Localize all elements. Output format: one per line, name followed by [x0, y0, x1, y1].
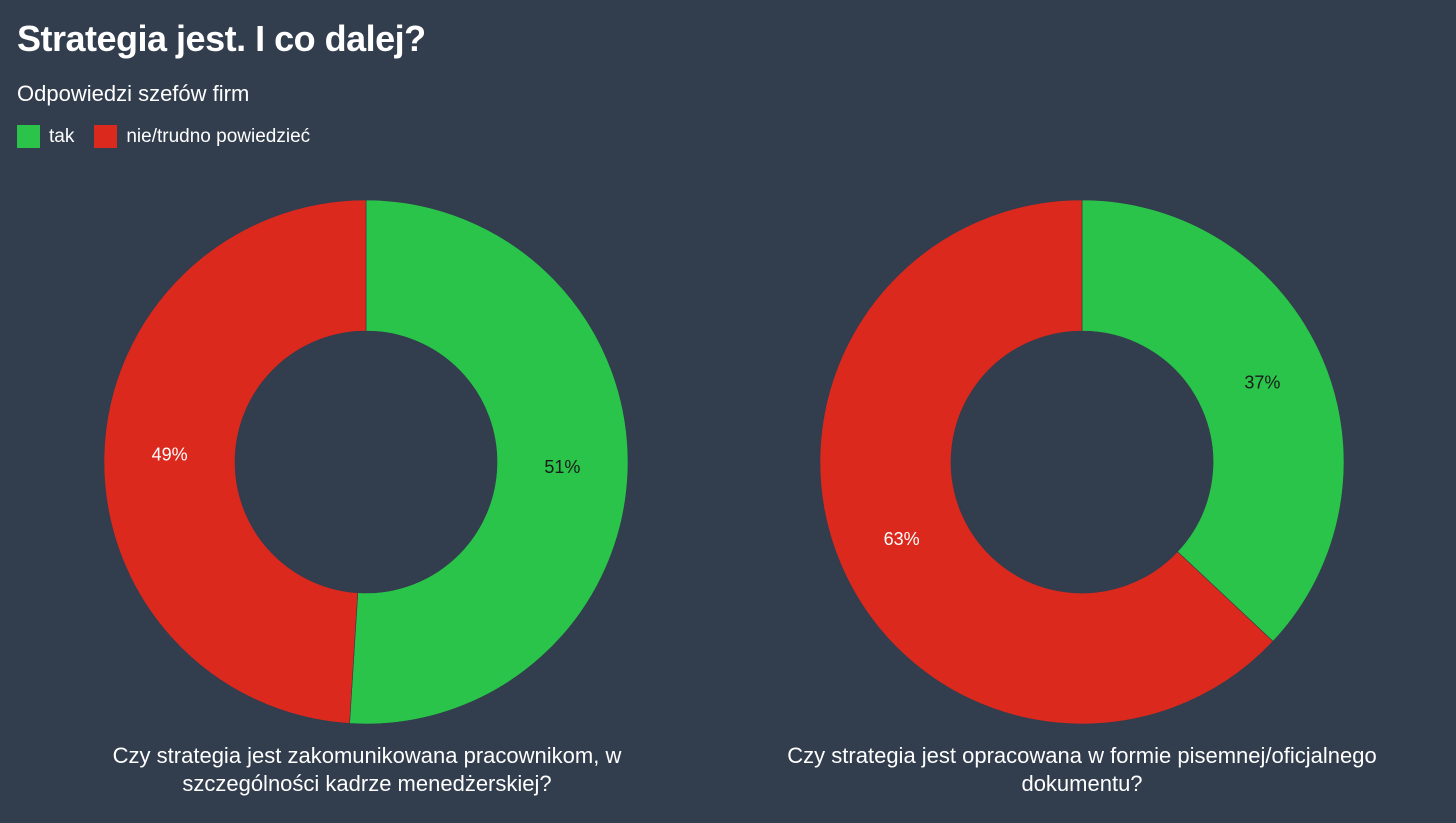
- caption-chart-1-line-1: Czy strategia jest zakomunikowana pracow…: [112, 743, 622, 768]
- legend-swatch-nie: [94, 125, 118, 148]
- caption-chart-2-line-2: dokumentu?: [1021, 771, 1143, 796]
- legend: tak nie/trudno powiedzieć: [17, 125, 330, 148]
- chart-1-label-nie: 49%: [152, 445, 188, 465]
- legend-item-tak[interactable]: tak: [17, 125, 74, 148]
- chart-subtitle: Odpowiedzi szefów firm: [17, 81, 250, 106]
- caption-chart-1-line-2: szczególności kadrze menedżerskiej?: [182, 771, 552, 796]
- chart-1-slice-nie[interactable]: [103, 199, 367, 724]
- chart-2-label-nie: 63%: [884, 529, 920, 549]
- chart-1-label-tak: 51%: [544, 457, 580, 477]
- chart-2-label-tak: 37%: [1244, 373, 1280, 393]
- caption-chart-2-line-1: Czy strategia jest opracowana w formie p…: [787, 743, 1377, 768]
- legend-label-nie: nie/trudno powiedzieć: [126, 125, 311, 147]
- legend-item-nie[interactable]: nie/trudno powiedzieć: [94, 125, 310, 148]
- legend-label-tak: tak: [49, 125, 75, 147]
- caption-chart-1: Czy strategia jest zakomunikowana pracow…: [27, 742, 707, 798]
- chart-title: Strategia jest. I co dalej?: [17, 18, 426, 59]
- chart-2-slice-tak[interactable]: [1081, 199, 1345, 642]
- legend-swatch-tak: [17, 125, 40, 148]
- caption-chart-2: Czy strategia jest opracowana w formie p…: [742, 742, 1422, 798]
- chart-2-slice-nie[interactable]: [819, 199, 1274, 725]
- chart-1-slice-tak[interactable]: [349, 199, 629, 725]
